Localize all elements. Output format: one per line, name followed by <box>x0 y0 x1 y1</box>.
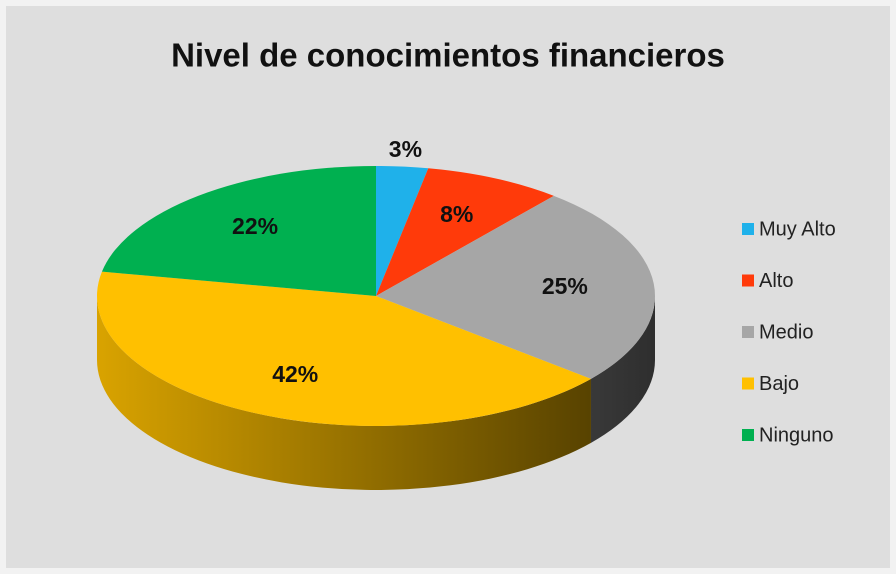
slice <box>376 166 429 296</box>
slice <box>376 195 655 379</box>
legend-swatch <box>742 429 754 441</box>
data-label: 22% <box>232 213 278 239</box>
legend-label: Alto <box>759 270 793 292</box>
slice-side <box>590 296 655 443</box>
data-label: 3% <box>389 136 422 162</box>
legend-swatch <box>742 223 754 235</box>
slice <box>376 168 554 296</box>
legend-swatch <box>742 377 754 390</box>
legend-label: Medio <box>759 321 813 343</box>
legend-swatch <box>742 326 754 338</box>
slice <box>101 166 376 296</box>
data-label: 8% <box>440 201 473 227</box>
data-label: 25% <box>542 273 588 299</box>
chart-title: Nivel de conocimientos financieros <box>171 37 725 74</box>
legend-label: Bajo <box>759 373 799 395</box>
slice-side <box>97 296 591 490</box>
data-label: 42% <box>272 361 318 387</box>
legend-label: Muy Alto <box>759 218 836 240</box>
legend-label: Ninguno <box>759 424 834 446</box>
legend-swatch <box>742 274 754 287</box>
slice <box>96 271 591 427</box>
